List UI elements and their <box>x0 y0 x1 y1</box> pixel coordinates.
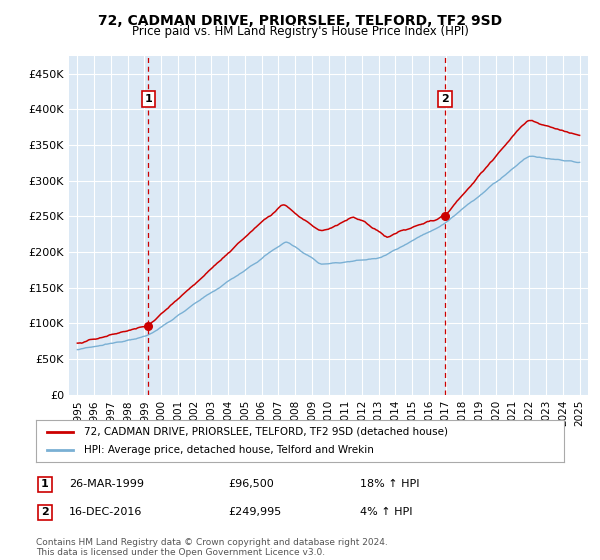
Text: 4% ↑ HPI: 4% ↑ HPI <box>360 507 413 517</box>
Text: 72, CADMAN DRIVE, PRIORSLEE, TELFORD, TF2 9SD: 72, CADMAN DRIVE, PRIORSLEE, TELFORD, TF… <box>98 14 502 28</box>
Text: 2: 2 <box>441 94 449 104</box>
Text: 16-DEC-2016: 16-DEC-2016 <box>69 507 142 517</box>
Text: Contains HM Land Registry data © Crown copyright and database right 2024.
This d: Contains HM Land Registry data © Crown c… <box>36 538 388 557</box>
Text: £249,995: £249,995 <box>228 507 281 517</box>
Text: Price paid vs. HM Land Registry's House Price Index (HPI): Price paid vs. HM Land Registry's House … <box>131 25 469 38</box>
Text: 72, CADMAN DRIVE, PRIORSLEE, TELFORD, TF2 9SD (detached house): 72, CADMAN DRIVE, PRIORSLEE, TELFORD, TF… <box>83 427 448 437</box>
Text: 26-MAR-1999: 26-MAR-1999 <box>69 479 144 489</box>
Text: £96,500: £96,500 <box>228 479 274 489</box>
Text: 1: 1 <box>41 479 49 489</box>
Text: HPI: Average price, detached house, Telford and Wrekin: HPI: Average price, detached house, Telf… <box>83 445 373 455</box>
Text: 2: 2 <box>41 507 49 517</box>
Text: 1: 1 <box>145 94 152 104</box>
Text: 18% ↑ HPI: 18% ↑ HPI <box>360 479 419 489</box>
